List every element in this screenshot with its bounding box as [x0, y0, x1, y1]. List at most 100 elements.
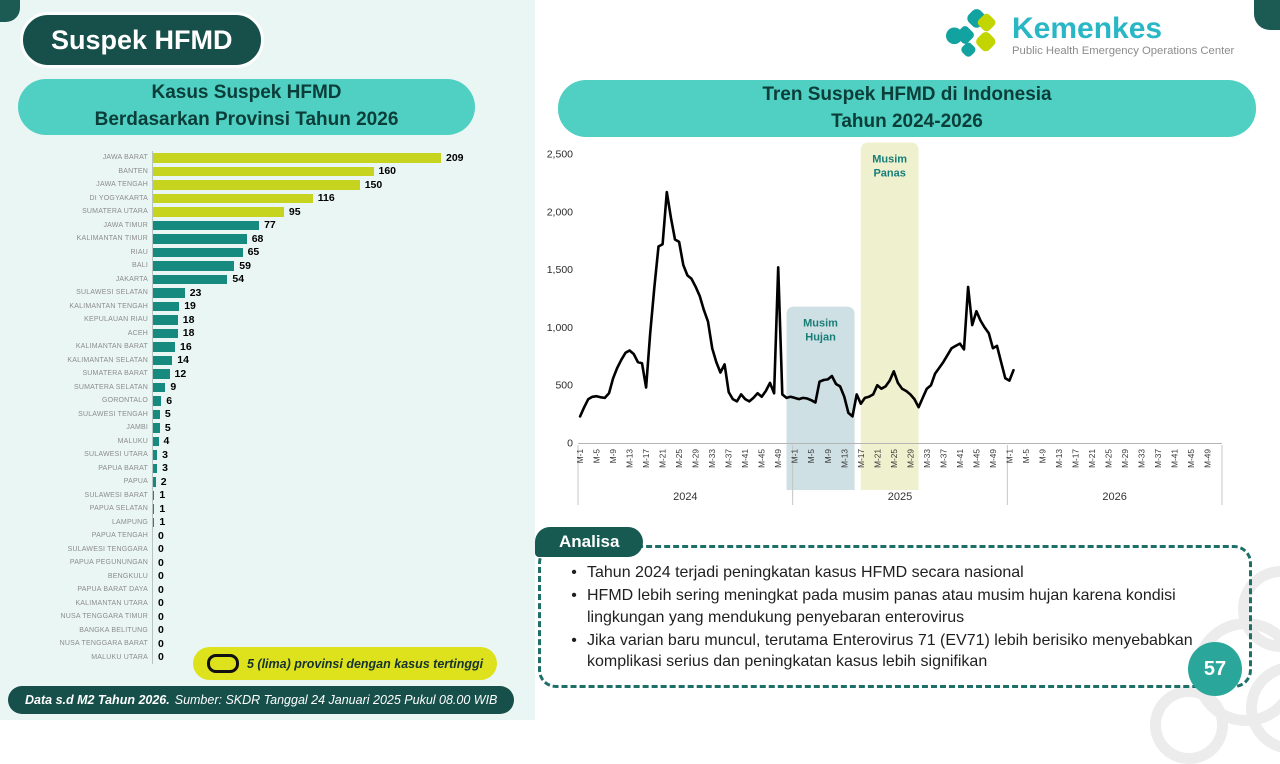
bar-row-label: PAPUA PEGUNUNGAN: [69, 559, 148, 567]
bar-value: 95: [288, 205, 301, 218]
bar-row-label: SULAWESI UTARA: [84, 451, 148, 459]
bar-row-label: ACEH: [127, 329, 148, 337]
x-tick-label: M-49: [988, 449, 998, 468]
y-tick-label: 0: [567, 438, 573, 450]
bullet-dot: •: [571, 587, 577, 605]
bar-row-label: SUMATERA SELATAN: [74, 383, 148, 391]
x-tick-label: M-21: [1087, 449, 1097, 468]
bar-value: 18: [182, 327, 195, 340]
bar-row: KEPULAUAN RIAU 18: [8, 313, 518, 327]
bar: [153, 409, 160, 419]
bar-row: SULAWESI SELATAN 23: [8, 286, 518, 300]
bar-track: 5: [152, 421, 518, 435]
x-tick-label: M-1: [790, 449, 800, 464]
bar-value: 65: [247, 246, 260, 259]
x-tick-label: M-45: [1186, 449, 1196, 468]
bar-track: 3: [152, 448, 518, 462]
year-label: 2024: [673, 491, 697, 503]
bar-value: 0: [158, 624, 164, 637]
bar-row: JAKARTA 54: [8, 272, 518, 286]
bar-row-label: SUMATERA UTARA: [82, 208, 148, 216]
bar: [153, 342, 175, 352]
bar-track: 68: [152, 232, 518, 246]
kemenkes-logo-icon: [946, 9, 996, 57]
bar: [153, 477, 156, 487]
bar-track: 1: [152, 502, 518, 516]
bar-row-label: PAPUA BARAT: [98, 464, 148, 472]
bar: [153, 301, 180, 311]
x-tick-label: M-33: [922, 449, 932, 468]
bar-value: 12: [174, 367, 187, 380]
bar: [153, 220, 260, 230]
x-tick-label: M-25: [889, 449, 899, 468]
season-band-label: Hujan: [805, 332, 836, 344]
trend-chart-header: Tren Suspek HFMD di Indonesia Tahun 2024…: [558, 80, 1256, 137]
x-tick-label: M-1: [575, 449, 585, 464]
bar-row: JAMBI 5: [8, 421, 518, 435]
bar-track: 1: [152, 515, 518, 529]
bar-track: 9: [152, 380, 518, 394]
x-tick-label: M-49: [1203, 449, 1213, 468]
bar-track: 1: [152, 488, 518, 502]
province-chart-header-line2: Berdasarkan Provinsi Tahun 2026: [94, 109, 399, 130]
bar-track: 12: [152, 367, 518, 381]
bar-value: 1: [159, 489, 166, 502]
bar: [153, 396, 162, 406]
bar-value: 0: [158, 570, 164, 583]
bar-row: DI YOGYAKARTA 116: [8, 191, 518, 205]
bar-row: NUSA TENGGARA BARAT 0: [8, 637, 518, 651]
bar: [153, 234, 247, 244]
bar-row-label: DI YOGYAKARTA: [89, 194, 148, 202]
x-tick-label: M-25: [1103, 449, 1113, 468]
bar-track: 0: [152, 637, 518, 651]
bar-row-label: PAPUA TENGAH: [91, 532, 148, 540]
x-tick-label: M-29: [1120, 449, 1130, 468]
bar-row-label: JAMBI: [126, 424, 148, 432]
suspek-title-badge: Suspek HFMD: [20, 12, 264, 68]
bar-track: 3: [152, 461, 518, 475]
bar-row: SULAWESI TENGGARA 0: [8, 542, 518, 556]
bar-track: 0: [152, 569, 518, 583]
bar-row-label: BANGKA BELITUNG: [79, 626, 148, 634]
bar-value: 23: [189, 286, 202, 299]
y-tick-label: 2,000: [547, 206, 573, 218]
province-bar-chart: JAWA BARAT 209 BANTEN 160 JAWA TENGAH 150 DI Y…: [8, 151, 518, 664]
bar: [153, 436, 159, 446]
bar-value: 3: [162, 462, 168, 475]
footer-data-period: Data s.d M2 Tahun 2026.: [25, 693, 170, 707]
bar-value: 1: [159, 502, 166, 515]
x-tick-label: M-13: [1054, 449, 1064, 468]
x-tick-label: M-33: [1137, 449, 1147, 468]
province-chart-header-line1: Kasus Suspek HFMD: [151, 82, 342, 104]
corner-decoration-top-right: [1254, 0, 1280, 30]
x-tick-label: M-5: [592, 449, 602, 464]
bar-row: BANTEN 160: [8, 164, 518, 178]
bar: [153, 355, 173, 365]
bar-track: 18: [152, 326, 518, 340]
bar: [153, 288, 185, 298]
bar-row: ACEH 18: [8, 326, 518, 340]
bar-row-label: PAPUA BARAT DAYA: [77, 586, 148, 594]
analisa-bullet: • Jika varian baru muncul, terutama Enter…: [561, 630, 1225, 673]
bar-row: PAPUA TENGAH 0: [8, 529, 518, 543]
bar-value: 0: [158, 610, 164, 623]
x-tick-label: M-17: [1070, 449, 1080, 468]
bar-value: 14: [177, 354, 189, 367]
bar-row-label: KALIMANTAN TIMUR: [76, 235, 148, 243]
bar-value: 1: [159, 516, 166, 529]
trend-chart-header-line1: Tren Suspek HFMD di Indonesia: [762, 83, 1052, 105]
bar-track: 160: [152, 164, 518, 178]
x-tick-label: M-37: [1153, 449, 1163, 468]
year-label: 2025: [888, 491, 912, 503]
bar-row-label: SULAWESI SELATAN: [76, 289, 148, 297]
bar-row: GORONTALO 6: [8, 394, 518, 408]
bar-row-label: PAPUA: [123, 478, 148, 486]
x-tick-label: M-25: [674, 449, 684, 468]
bar-track: 0: [152, 529, 518, 543]
bar-row: KALIMANTAN TENGAH 19: [8, 299, 518, 313]
bar-row: KALIMANTAN BARAT 16: [8, 340, 518, 354]
page-number-badge: 57: [1188, 642, 1242, 696]
bar-value: 77: [264, 219, 276, 232]
bar-row: SUMATERA SELATAN 9: [8, 380, 518, 394]
bar-row: BANGKA BELITUNG 0: [8, 623, 518, 637]
